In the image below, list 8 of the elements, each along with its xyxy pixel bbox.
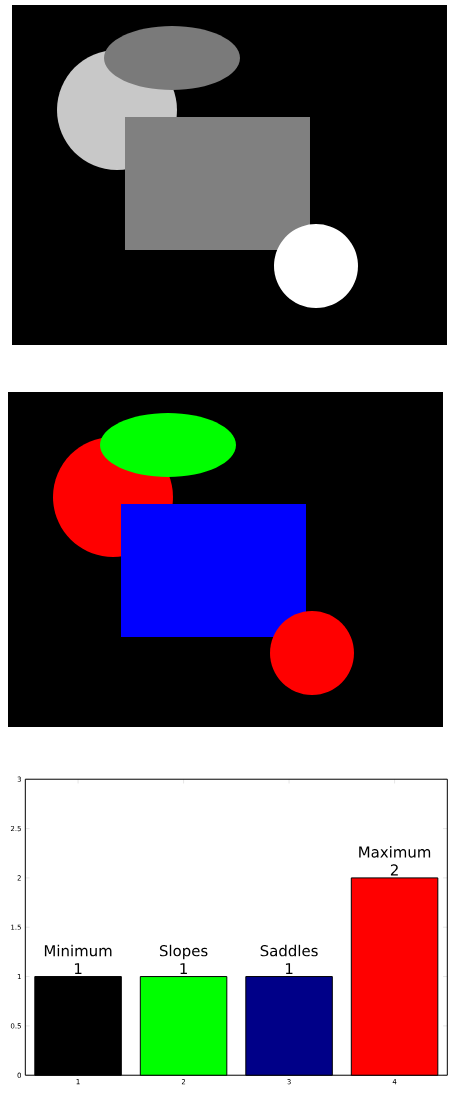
data-label: 1 — [285, 963, 293, 975]
data-label: 1 — [74, 963, 82, 975]
annotation: Saddles — [260, 944, 318, 957]
annotation: Minimum — [44, 944, 112, 957]
annotation: Slopes — [159, 944, 208, 960]
data-label: 2 — [390, 864, 398, 876]
data-label: 1 — [180, 963, 187, 975]
annotation: Maximum — [359, 846, 431, 858]
